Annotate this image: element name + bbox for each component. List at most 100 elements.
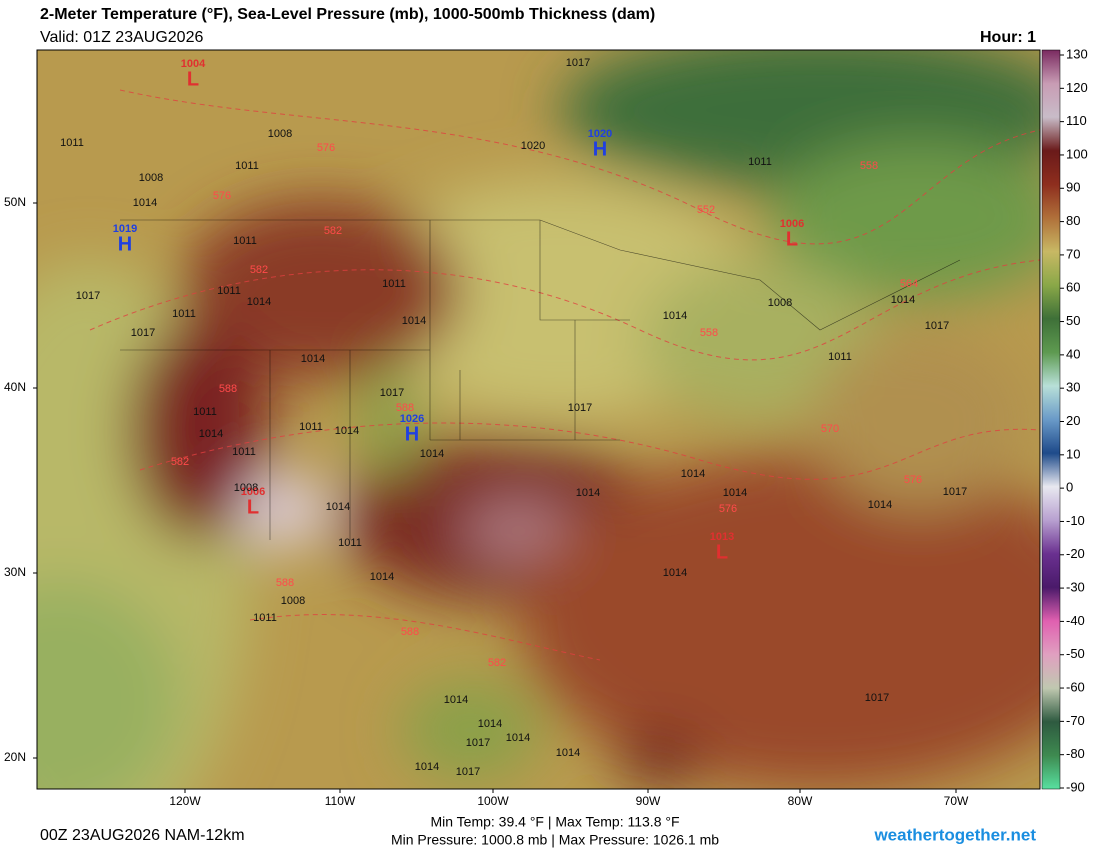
isobar-label: 1017 [466, 737, 490, 749]
lon-label: 120W [169, 794, 201, 808]
colorbar-label: 20 [1066, 413, 1080, 428]
colorbar-label: -40 [1066, 613, 1085, 628]
colorbar [1041, 49, 1061, 790]
isobar-label: 1017 [943, 486, 967, 498]
thickness-label: 588 [396, 402, 414, 414]
isobar-label: 1017 [865, 692, 889, 704]
thickness-label: 582 [488, 657, 506, 669]
colorbar-label: 0 [1066, 480, 1073, 495]
model-run: 00Z 23AUG2026 NAM-12km [40, 827, 245, 844]
isobar-label: 1017 [925, 320, 949, 332]
site: weathertogether.net [873, 825, 1036, 844]
isobar-label: 1011 [232, 446, 256, 458]
isobar-label: 1014 [247, 296, 271, 308]
colorbar-label: 50 [1066, 313, 1080, 328]
isobar-label: 1020 [521, 140, 545, 152]
isobar-label: 1014 [335, 425, 359, 437]
colorbar-label: -60 [1066, 679, 1085, 694]
isobar-label: 1014 [444, 694, 468, 706]
colorbar-label: 110 [1066, 113, 1087, 128]
pressure-symbol: L [786, 228, 798, 250]
lon-label: 100W [477, 794, 509, 808]
isobar-label: 1014 [506, 732, 530, 744]
isobar-label: 1008 [268, 128, 292, 140]
pressure-value: 1004 [181, 58, 206, 70]
isobar-label: 1011 [193, 406, 217, 418]
title: 2-Meter Temperature (°F), Sea-Level Pres… [40, 6, 655, 23]
pressure-symbol: H [118, 233, 132, 255]
pressure-symbol: H [405, 423, 419, 445]
colorbar-label: -20 [1066, 546, 1085, 561]
isobar-label: 1011 [299, 421, 323, 433]
isobar-label: 1017 [568, 402, 592, 414]
isobar-label: 1017 [76, 290, 100, 302]
pressure-symbol: L [247, 496, 259, 518]
isobar-label: 1014 [199, 428, 223, 440]
isobar-label: 1014 [133, 197, 157, 209]
lat-label: 40N [4, 380, 26, 394]
isobar-label: 1014 [576, 487, 600, 499]
isobar-label: 1011 [382, 278, 406, 290]
colorbar-label: 60 [1066, 280, 1080, 295]
isobar-label: 1011 [338, 537, 362, 549]
thickness-label: 576 [904, 474, 922, 486]
forecast-hour: Hour: 1 [980, 29, 1036, 46]
colorbar-label: 120 [1066, 80, 1088, 95]
isobar-label: 1011 [253, 612, 277, 624]
lon-label: 70W [944, 794, 969, 808]
isobar-label: 1008 [139, 172, 163, 184]
thickness-label: 570 [821, 423, 839, 435]
colorbar-label: 100 [1066, 146, 1088, 161]
colorbar-label: 130 [1066, 46, 1088, 61]
lat-label: 50N [4, 195, 26, 209]
pressure-value: 1026 [400, 413, 424, 425]
colorbar-label: -10 [1066, 513, 1085, 528]
isobar-label: 1008 [281, 595, 305, 607]
thickness-label: 564 [900, 278, 918, 290]
colorbar-label: 90 [1066, 180, 1080, 195]
isobar-label: 1014 [868, 499, 892, 511]
colorbar-label: -90 [1066, 779, 1085, 794]
isobar-label: 1017 [131, 327, 155, 339]
isobar-label: 1014 [326, 501, 350, 513]
isobar-label: 1014 [478, 718, 502, 730]
thickness-label: 576 [719, 503, 737, 515]
thickness-label: 576 [317, 142, 335, 154]
pressure-range: Min Pressure: 1000.8 mb | Max Pressure: … [391, 832, 719, 848]
map [37, 50, 1040, 789]
lon-label: 80W [788, 794, 813, 808]
lat-label: 30N [4, 565, 26, 579]
pressure-value: 1019 [113, 223, 137, 235]
isobar-label: 1014 [301, 353, 325, 365]
lon-label: 90W [636, 794, 661, 808]
isobar-label: 1014 [681, 468, 705, 480]
thickness-label: 576 [213, 190, 231, 202]
map-frame [36, 49, 1041, 790]
pressure-symbol: L [716, 541, 728, 563]
pressure-value: 1013 [710, 531, 734, 543]
colorbar-label: 80 [1066, 213, 1080, 228]
isobar-label: 1017 [456, 766, 480, 778]
isobar-label: 1011 [828, 351, 852, 363]
thickness-label: 582 [324, 225, 342, 237]
valid-time: Valid: 01Z 23AUG2026 [40, 29, 203, 46]
thickness-label: 588 [401, 626, 419, 638]
colorbar-label: 70 [1066, 246, 1080, 261]
colorbar-label: -30 [1066, 580, 1085, 595]
isobar-label: 1017 [380, 387, 404, 399]
isobar-label: 1014 [556, 747, 580, 759]
pressure-symbol: L [187, 68, 199, 90]
colorbar-label: 30 [1066, 380, 1080, 395]
isobar-label: 1008 [234, 482, 258, 494]
isobar-label: 1014 [415, 761, 439, 773]
isobar-label: 1014 [663, 310, 687, 322]
isobar-label: 1014 [663, 567, 687, 579]
lon-label: 110W [325, 794, 356, 808]
isobar-label: 1011 [233, 235, 257, 247]
pressure-symbol: H [593, 138, 607, 160]
temp-range: Min Temp: 39.4 °F | Max Temp: 113.8 °F [430, 814, 679, 830]
isobar-label: 1014 [402, 315, 426, 327]
isobar-label: 1011 [217, 285, 241, 297]
pressure-value: 1006 [241, 486, 265, 498]
